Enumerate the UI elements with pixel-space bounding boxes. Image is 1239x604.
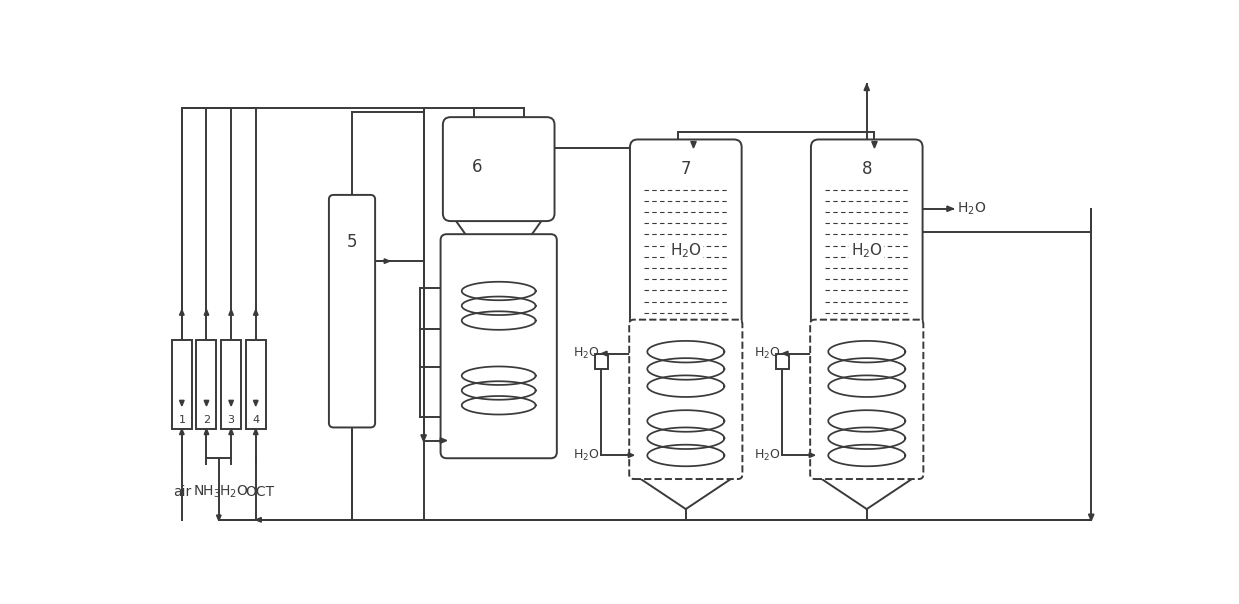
- Polygon shape: [254, 429, 258, 434]
- FancyBboxPatch shape: [812, 140, 923, 328]
- Text: 8: 8: [861, 159, 872, 178]
- FancyBboxPatch shape: [441, 234, 556, 458]
- Polygon shape: [204, 310, 209, 315]
- Text: 7: 7: [680, 159, 691, 178]
- FancyBboxPatch shape: [629, 140, 742, 328]
- Text: air: air: [172, 485, 191, 499]
- Text: H$_2$O: H$_2$O: [670, 242, 701, 260]
- Polygon shape: [809, 453, 815, 457]
- FancyBboxPatch shape: [629, 320, 742, 479]
- Bar: [595, 353, 607, 369]
- Text: H$_2$O: H$_2$O: [958, 201, 986, 217]
- Bar: [245, 341, 266, 429]
- Text: 6: 6: [472, 158, 483, 176]
- Polygon shape: [254, 400, 258, 406]
- FancyBboxPatch shape: [810, 320, 923, 479]
- Polygon shape: [1089, 514, 1094, 521]
- Text: 4: 4: [253, 415, 259, 425]
- Polygon shape: [255, 518, 261, 522]
- Polygon shape: [180, 400, 185, 406]
- Polygon shape: [601, 351, 607, 356]
- Text: NH$_3$: NH$_3$: [192, 484, 221, 500]
- FancyBboxPatch shape: [328, 195, 375, 428]
- Polygon shape: [947, 206, 953, 211]
- Polygon shape: [217, 515, 221, 521]
- Polygon shape: [254, 310, 258, 315]
- Bar: [172, 341, 192, 429]
- Text: H$_2$O: H$_2$O: [753, 448, 781, 463]
- Polygon shape: [872, 141, 877, 148]
- Polygon shape: [691, 141, 696, 148]
- Polygon shape: [229, 400, 233, 406]
- Polygon shape: [229, 310, 233, 315]
- FancyBboxPatch shape: [442, 117, 555, 221]
- Polygon shape: [864, 84, 870, 91]
- Polygon shape: [180, 429, 185, 434]
- Bar: [221, 341, 242, 429]
- Polygon shape: [628, 453, 634, 457]
- Text: 5: 5: [347, 233, 357, 251]
- Text: H$_2$O: H$_2$O: [753, 346, 781, 361]
- Bar: [777, 353, 788, 369]
- Polygon shape: [783, 351, 788, 356]
- Text: 3: 3: [228, 415, 234, 425]
- Text: H$_2$O: H$_2$O: [572, 448, 600, 463]
- Polygon shape: [440, 438, 447, 443]
- Polygon shape: [180, 310, 185, 315]
- Text: 2: 2: [203, 415, 211, 425]
- Text: H$_2$O: H$_2$O: [572, 346, 600, 361]
- Polygon shape: [204, 400, 209, 406]
- Text: OCT: OCT: [245, 485, 274, 499]
- Text: H$_2$O: H$_2$O: [851, 242, 882, 260]
- Polygon shape: [421, 435, 426, 442]
- Polygon shape: [229, 429, 233, 434]
- Text: 1: 1: [178, 415, 186, 425]
- Polygon shape: [384, 259, 390, 263]
- Text: H$_2$O: H$_2$O: [219, 484, 248, 500]
- Bar: [197, 341, 217, 429]
- Polygon shape: [204, 429, 209, 434]
